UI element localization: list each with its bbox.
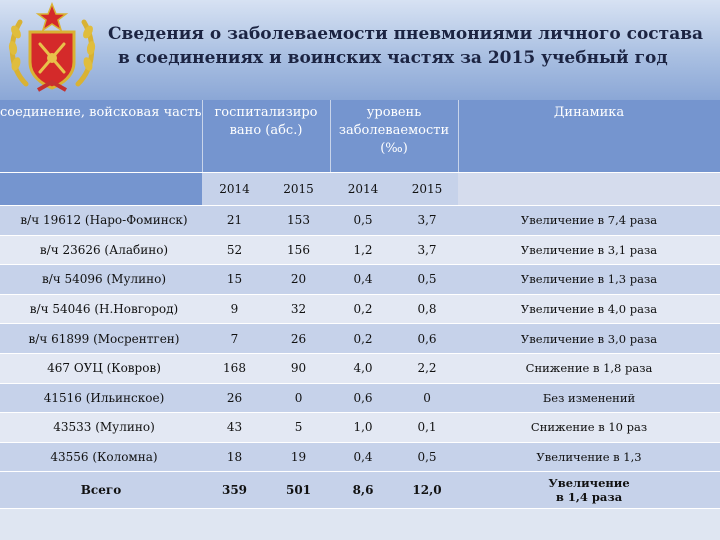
unit-cell: 467 ОУЦ (Ковров) [0,353,202,384]
table-row: 467 ОУЦ (Ковров) 168 90 4,0 2,2 Снижение в 1,… [0,353,720,384]
hosp-2014-cell: 15 [202,264,267,295]
title-line-1: Сведения о заболеваемости пневмониями ли… [108,24,704,44]
hosp-2015-cell: 26 [267,323,331,354]
level-2014-cell: 4,0 [330,353,397,384]
hosp-2015-cell: 90 [267,353,331,384]
level-2014-cell: 0,4 [330,264,397,295]
hosp-2014-cell: 52 [202,235,267,266]
total-dynamics: Увеличение в 1,4 раза [458,471,720,510]
total-l2014: 8,6 [330,471,397,510]
unit-cell: в/ч 61899 (Мосрентген) [0,323,202,354]
header-blank [0,172,202,206]
unit-cell: 41516 (Ильинское) [0,383,202,414]
military-emblem-icon [8,2,96,92]
total-dynamics-line-2: в 1,4 раза [555,490,623,505]
dynamics-cell: Увеличение в 7,4 раза [458,205,720,236]
hosp-2015-cell: 153 [267,205,331,236]
level-2015-cell: 3,7 [396,235,459,266]
total-l2015: 12,0 [396,471,459,510]
morbidity-table: соединение, войсковая часть госпитализир… [0,100,720,510]
level-2014-cell: 0,2 [330,323,397,354]
title-line-2: в соединениях и воинских частях за 2015 … [118,48,668,68]
table-row: в/ч 61899 (Мосрентген) 7 26 0,2 0,6 Увеличени… [0,323,720,354]
hosp-2014-cell: 18 [202,442,267,473]
year-cell: 2015 [267,172,331,206]
level-2014-cell: 0,4 [330,442,397,473]
header-hospitalized: госпитализиро вано (абс.) [202,100,331,173]
slide-header: Сведения о заболеваемости пневмониями ли… [0,0,720,100]
table-year-row: 2014 2015 2014 2015 [0,172,720,206]
total-label: Всего [0,471,202,510]
level-2015-cell: 2,2 [396,353,459,384]
level-2015-cell: 0,5 [396,442,459,473]
table-row: в/ч 54046 (Н.Новгород) 9 32 0,2 0,8 Увеличени… [0,294,720,325]
page-title: Сведения о заболеваемости пневмониями ли… [108,22,704,70]
level-2015-cell: 0,1 [396,412,459,443]
header-dynamics: Динамика [458,100,720,173]
level-2014-cell: 0,5 [330,205,397,236]
unit-cell: 43533 (Мулино) [0,412,202,443]
dynamics-cell: Снижение в 10 раз [458,412,720,443]
year-cell: 2014 [202,172,267,206]
dynamics-cell: Снижение в 1,8 раза [458,353,720,384]
dynamics-cell: Увеличение в 1,3 раза [458,264,720,295]
total-h2015: 501 [267,471,331,510]
level-2014-cell: 0,6 [330,383,397,414]
table-row: в/ч 23626 (Алабино) 52 156 1,2 3,7 Увеличение… [0,235,720,266]
hosp-2015-cell: 156 [267,235,331,266]
table-row: 43556 (Коломна) 18 19 0,4 0,5 Увеличение в 1,… [0,442,720,473]
hosp-2015-cell: 19 [267,442,331,473]
year-cell: 2014 [330,172,397,206]
hosp-2015-cell: 32 [267,294,331,325]
hosp-2015-cell: 20 [267,264,331,295]
dynamics-cell: Увеличение в 4,0 раза [458,294,720,325]
year-cell: 2015 [396,172,459,206]
hosp-2014-cell: 43 [202,412,267,443]
hosp-2014-cell: 21 [202,205,267,236]
level-2015-cell: 0,5 [396,264,459,295]
dynamics-cell: Увеличение в 1,3 [458,442,720,473]
hosp-2014-cell: 7 [202,323,267,354]
level-2015-cell: 3,7 [396,205,459,236]
level-2015-cell: 0 [396,383,459,414]
table-row: 41516 (Ильинское) 26 0 0,6 0 Без изменений [0,383,720,414]
header-unit: соединение, войсковая часть [0,100,203,173]
level-2014-cell: 0,2 [330,294,397,325]
dynamics-cell: Увеличение в 3,0 раза [458,323,720,354]
total-dynamics-line-1: Увеличение [548,476,630,491]
hosp-2015-cell: 5 [267,412,331,443]
unit-cell: в/ч 54046 (Н.Новгород) [0,294,202,325]
header-blank [458,172,720,206]
hosp-2014-cell: 9 [202,294,267,325]
total-row: Всего 359 501 8,6 12,0 Увеличение в 1,4 … [0,471,720,510]
level-2015-cell: 0,6 [396,323,459,354]
hosp-2014-cell: 168 [202,353,267,384]
table-row: в/ч 54096 (Мулино) 15 20 0,4 0,5 Увеличение в… [0,264,720,295]
level-2014-cell: 1,2 [330,235,397,266]
dynamics-cell: Без изменений [458,383,720,414]
hosp-2014-cell: 26 [202,383,267,414]
dynamics-cell: Увеличение в 3,1 раза [458,235,720,266]
unit-cell: 43556 (Коломна) [0,442,202,473]
header-level: уровень заболеваемости (‰) [330,100,459,173]
total-h2014: 359 [202,471,267,510]
hosp-2015-cell: 0 [267,383,331,414]
unit-cell: в/ч 54096 (Мулино) [0,264,202,295]
unit-cell: в/ч 19612 (Наро-Фоминск) [0,205,202,236]
level-2014-cell: 1,0 [330,412,397,443]
table-row: 43533 (Мулино) 43 5 1,0 0,1 Снижение в 10 раз [0,412,720,443]
level-2015-cell: 0,8 [396,294,459,325]
table-row: в/ч 19612 (Наро-Фоминск) 21 153 0,5 3,7 Увели… [0,205,720,236]
unit-cell: в/ч 23626 (Алабино) [0,235,202,266]
table-header-row: соединение, войсковая часть госпитализир… [0,100,720,173]
